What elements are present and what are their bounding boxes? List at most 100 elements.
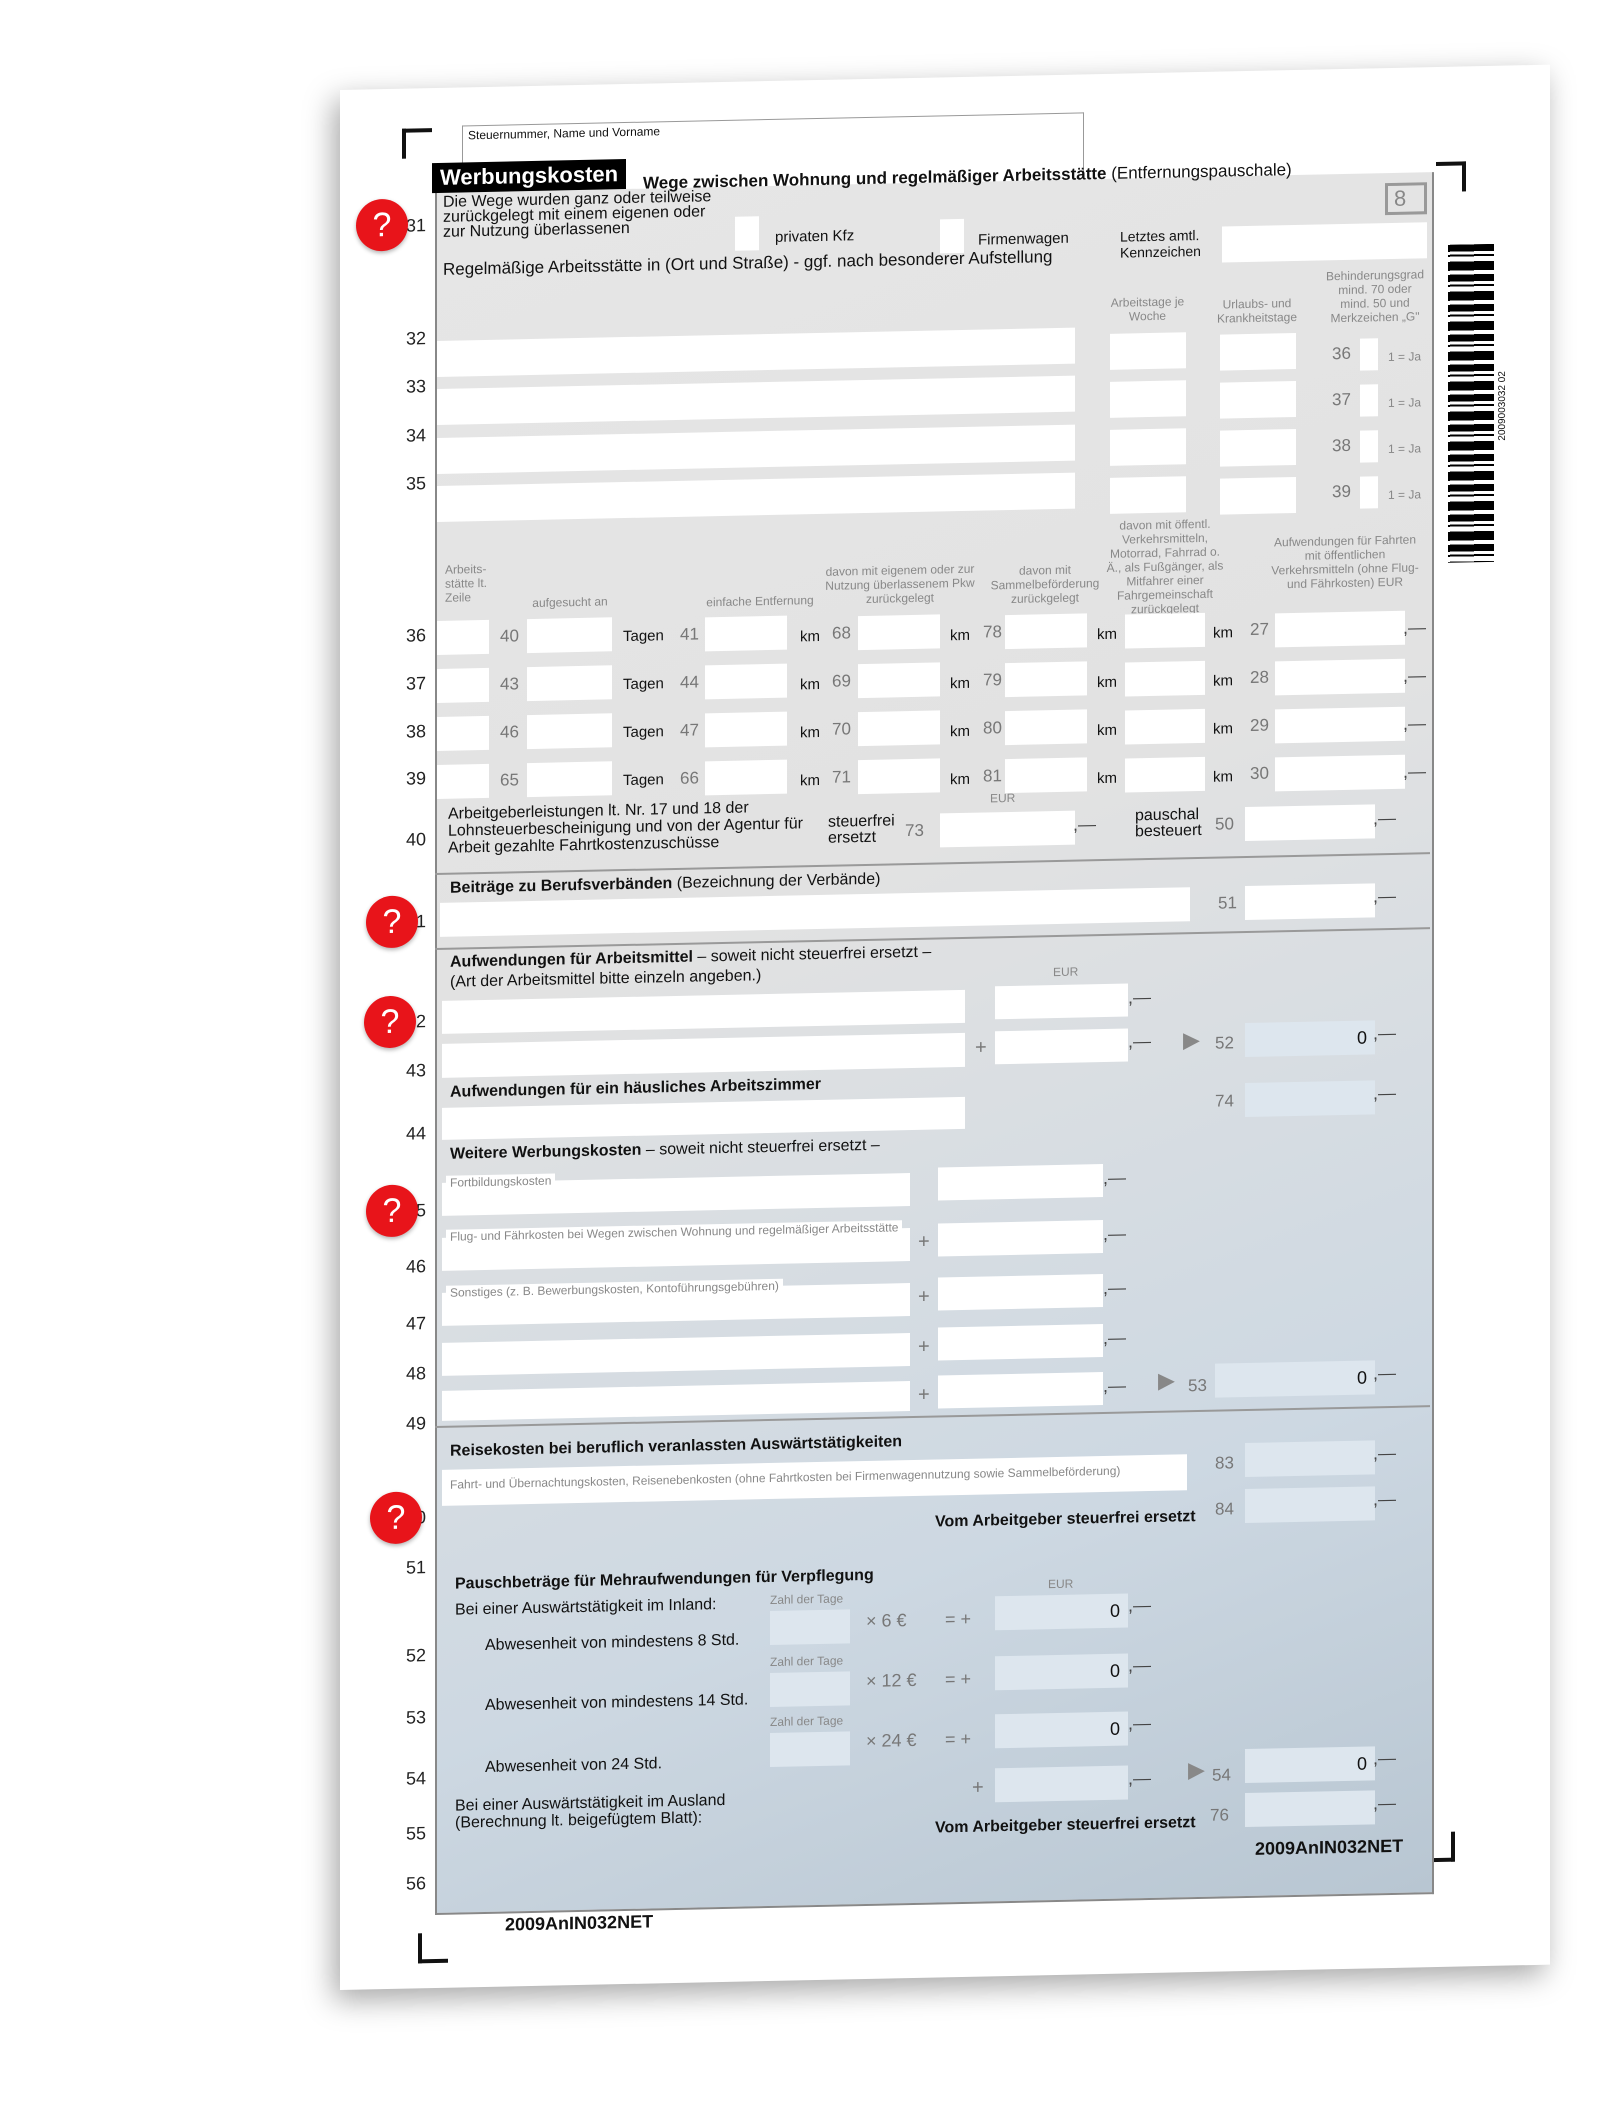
- distance-input[interactable]: [705, 711, 787, 748]
- days-input[interactable]: [527, 761, 612, 798]
- leave-days-input[interactable]: [1220, 428, 1296, 467]
- amount-14h-field[interactable]: 0: [995, 1653, 1128, 1691]
- leave-days-input[interactable]: [1220, 380, 1296, 419]
- tools-total-field[interactable]: 0: [1245, 1020, 1375, 1058]
- workdays-input[interactable]: [1110, 428, 1186, 466]
- amount-suffix: ,—: [1128, 1713, 1152, 1734]
- line-number: 35: [405, 473, 426, 494]
- days-input[interactable]: [527, 665, 612, 702]
- help-icon[interactable]: ?: [364, 995, 416, 1049]
- workdays-input[interactable]: [1110, 332, 1186, 370]
- private-car-checkbox[interactable]: [735, 216, 759, 251]
- days-8h-input[interactable]: [770, 1609, 850, 1645]
- field-code: 84: [1215, 1499, 1234, 1519]
- distance-input[interactable]: [705, 615, 787, 652]
- workdays-input[interactable]: [1110, 380, 1186, 418]
- days-14h-input[interactable]: [770, 1671, 850, 1707]
- line-number: 51: [405, 1557, 426, 1578]
- public-km-input[interactable]: [1125, 756, 1205, 793]
- disability-checkbox[interactable]: [1360, 476, 1378, 509]
- car-km-input[interactable]: [858, 758, 940, 795]
- workdays-input[interactable]: [1110, 476, 1186, 514]
- workplace-ref-input[interactable]: [437, 715, 489, 751]
- field-code: 53: [1188, 1375, 1207, 1396]
- flight-ferry-amount-input[interactable]: [938, 1220, 1103, 1257]
- workplace-ref-input[interactable]: [437, 619, 489, 655]
- line-number: 54: [405, 1768, 426, 1789]
- line-number: 49: [405, 1413, 426, 1434]
- other-total-field[interactable]: 0: [1215, 1360, 1375, 1398]
- days-input[interactable]: [527, 617, 612, 654]
- travel-reimbursed-input[interactable]: [1245, 1486, 1375, 1524]
- col-leave: Urlaubs- und Krankheitstage: [1216, 296, 1298, 326]
- amount-24h-field[interactable]: 0: [995, 1711, 1128, 1749]
- taxfree-input[interactable]: [940, 810, 1075, 848]
- amount-suffix: ,—: [1128, 987, 1152, 1008]
- line-number: 55: [405, 1823, 426, 1844]
- field-code: 44: [680, 672, 699, 692]
- days-24h-input[interactable]: [770, 1731, 850, 1767]
- meals-abroad-label: Bei einer Auswärtstätigkeit im Ausland (…: [455, 1791, 726, 1832]
- amount-suffix: ,—: [1103, 1375, 1127, 1397]
- other-amount-input[interactable]: [938, 1274, 1103, 1311]
- plus-sign: +: [918, 1285, 930, 1308]
- leave-days-input[interactable]: [1220, 332, 1296, 371]
- training-amount-input[interactable]: [938, 1164, 1103, 1201]
- help-icon[interactable]: ?: [356, 198, 408, 252]
- unit-label: km: [800, 771, 820, 790]
- disability-checkbox[interactable]: [1360, 384, 1378, 417]
- office-amount-input[interactable]: [1245, 1080, 1375, 1118]
- other-amount-input[interactable]: [938, 1372, 1103, 1409]
- disability-checkbox[interactable]: [1360, 430, 1378, 463]
- eur-label: EUR: [1048, 1576, 1074, 1592]
- other-amount-input[interactable]: [938, 1324, 1103, 1361]
- equals-plus: = +: [945, 1668, 972, 1690]
- public-km-input[interactable]: [1125, 660, 1205, 697]
- days-input[interactable]: [527, 713, 612, 750]
- unit-label: km: [950, 674, 970, 693]
- public-cost-input[interactable]: [1275, 610, 1405, 648]
- amount-suffix: ,—: [1373, 1442, 1397, 1464]
- disability-checkbox[interactable]: [1360, 338, 1378, 371]
- car-km-input[interactable]: [858, 710, 940, 747]
- flat-taxed-input[interactable]: [1245, 804, 1375, 842]
- line-number: 36: [405, 625, 426, 646]
- plate-input[interactable]: [1222, 222, 1427, 263]
- public-km-input[interactable]: [1125, 708, 1205, 745]
- abroad-amount-input[interactable]: [995, 1765, 1128, 1803]
- tool-amount-input[interactable]: [995, 1028, 1128, 1065]
- field-code: 52: [1215, 1033, 1234, 1053]
- shuttle-km-input[interactable]: [1005, 661, 1087, 698]
- help-icon[interactable]: ?: [366, 895, 418, 949]
- tool-amount-input[interactable]: [995, 983, 1128, 1020]
- travel-amount-input[interactable]: [1245, 1440, 1375, 1478]
- meals-reimbursed-input[interactable]: [1245, 1790, 1375, 1828]
- distance-input[interactable]: [705, 759, 787, 796]
- public-km-input[interactable]: [1125, 612, 1205, 649]
- rate-label: × 24 €: [866, 1729, 917, 1751]
- shuttle-km-input[interactable]: [1005, 709, 1087, 746]
- leave-days-input[interactable]: [1220, 476, 1296, 515]
- workplace-ref-input[interactable]: [437, 763, 489, 799]
- distance-input[interactable]: [705, 663, 787, 700]
- public-cost-input[interactable]: [1275, 754, 1405, 792]
- amount-8h-field[interactable]: 0: [995, 1593, 1128, 1631]
- col-costs: Aufwendungen für Fahrten mit öffentliche…: [1271, 532, 1419, 592]
- public-cost-input[interactable]: [1275, 658, 1405, 696]
- shuttle-km-input[interactable]: [1005, 613, 1087, 650]
- line-number: 38: [405, 721, 426, 742]
- line-number: 44: [405, 1123, 426, 1144]
- help-icon[interactable]: ?: [366, 1184, 418, 1238]
- rate-label: × 12 €: [866, 1669, 917, 1691]
- workplace-ref-input[interactable]: [437, 667, 489, 703]
- help-icon[interactable]: ?: [370, 1491, 422, 1545]
- meals-total-field[interactable]: 0: [1245, 1746, 1375, 1784]
- car-km-input[interactable]: [858, 662, 940, 699]
- field-code: 36: [1332, 343, 1351, 364]
- shuttle-km-input[interactable]: [1005, 757, 1087, 794]
- public-cost-input[interactable]: [1275, 706, 1405, 744]
- amount-suffix: ,—: [1373, 1792, 1397, 1814]
- form-code-right: 2009AnIN032NET: [1255, 1835, 1404, 1859]
- car-km-input[interactable]: [858, 614, 940, 651]
- unions-amount-input[interactable]: [1245, 883, 1375, 921]
